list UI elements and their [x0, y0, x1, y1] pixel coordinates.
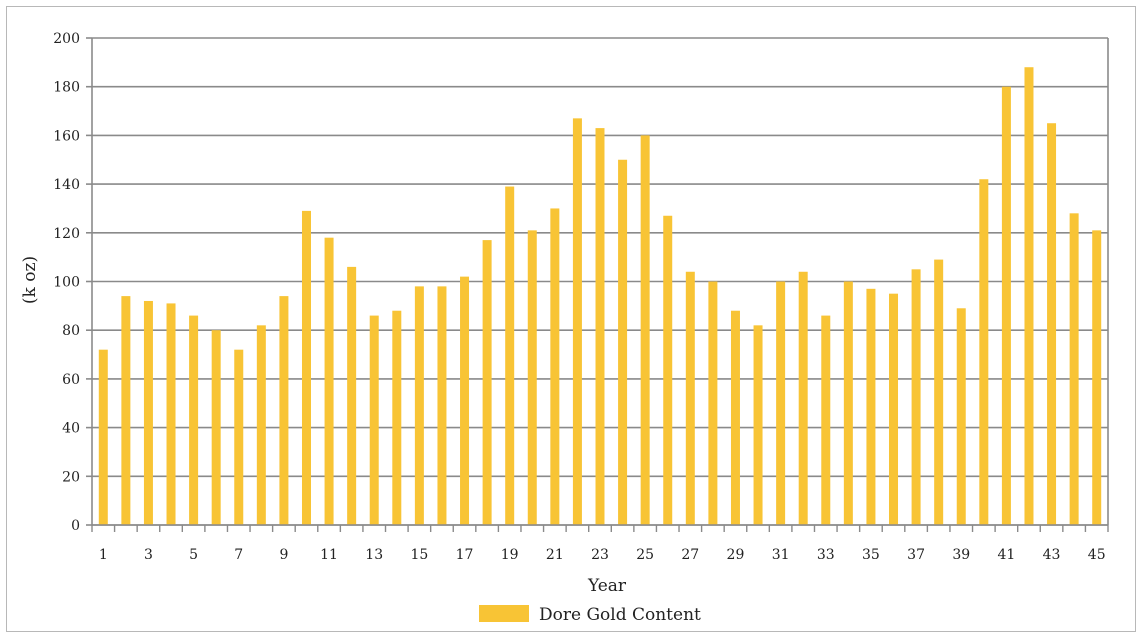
x-axis-ticks: 1 3 5 7 9 11 13 15 17 19 21 23 25 27 29 31 33 35 37 39 41 43 4… — [99, 547, 1106, 563]
x-tick-label: 13 — [365, 547, 383, 563]
x-tick-label: 11 — [320, 547, 338, 563]
x-tick-label: 7 — [234, 547, 243, 563]
bar — [776, 281, 786, 525]
bar — [460, 276, 470, 525]
bar — [324, 237, 334, 526]
x-tick-label: 27 — [681, 547, 699, 563]
bars — [98, 67, 1102, 526]
x-tick-label: 5 — [189, 547, 198, 563]
x-tick-label: 1 — [99, 547, 108, 563]
bar — [911, 269, 921, 525]
x-tick-label: 37 — [907, 547, 925, 563]
x-tick-label: 21 — [546, 547, 564, 563]
x-tick-label: 35 — [862, 547, 880, 563]
y-tick-label: 200 — [53, 31, 80, 47]
bar — [979, 179, 989, 526]
x-tick-label: 3 — [144, 547, 153, 563]
y-tick-label: 80 — [62, 323, 80, 339]
bar — [437, 286, 447, 525]
bar — [166, 303, 176, 525]
x-tick-label: 41 — [997, 547, 1015, 563]
bar — [414, 286, 424, 525]
x-tick-label: 9 — [279, 547, 288, 563]
bar — [889, 293, 899, 525]
bar — [572, 118, 582, 525]
bar — [753, 325, 763, 525]
bar — [143, 300, 153, 525]
bar — [505, 186, 515, 525]
bar — [392, 310, 402, 525]
bar — [685, 271, 695, 525]
x-tick-label: 45 — [1088, 547, 1106, 563]
x-axis-title: Year — [587, 576, 627, 596]
bar — [640, 135, 650, 525]
y-axis-title: (k oz) — [20, 256, 40, 304]
bar — [1069, 213, 1079, 525]
y-tick-label: 0 — [71, 518, 80, 534]
bar — [347, 266, 357, 525]
bar — [527, 230, 537, 526]
y-tick-label: 140 — [53, 177, 80, 193]
x-tick-label: 31 — [772, 547, 790, 563]
x-tick-label: 43 — [1043, 547, 1061, 563]
bar — [301, 210, 311, 525]
x-tick-label: 15 — [410, 547, 428, 563]
y-tick-label: 20 — [62, 469, 80, 485]
bar — [821, 315, 831, 525]
bar — [730, 310, 740, 525]
bar — [934, 259, 944, 525]
bar — [1047, 123, 1057, 525]
bar — [211, 330, 221, 525]
x-tick-label: 29 — [727, 547, 745, 563]
x-tick-label: 25 — [636, 547, 654, 563]
bar — [663, 215, 673, 525]
legend: Dore Gold Content — [479, 605, 701, 625]
bar — [189, 315, 199, 525]
bar — [1001, 86, 1011, 525]
y-tick-label: 120 — [53, 226, 80, 242]
bar — [595, 128, 605, 525]
y-tick-label: 40 — [62, 421, 80, 437]
y-tick-label: 100 — [53, 275, 80, 291]
y-tick-label: 60 — [62, 372, 80, 388]
legend-swatch — [479, 605, 529, 622]
y-tick-label: 180 — [53, 80, 80, 96]
x-tick-label: 19 — [501, 547, 519, 563]
legend-label: Dore Gold Content — [539, 605, 701, 625]
bar — [369, 315, 379, 525]
bar — [482, 240, 492, 526]
bar — [121, 296, 131, 525]
bar — [956, 308, 966, 525]
bar — [234, 349, 244, 525]
chart-frame: 0 20 40 60 80 100 120 140 160 180 200 1 3 5 7 9 11 13 15 1… — [6, 6, 1136, 632]
bar — [843, 281, 853, 525]
bar — [1092, 230, 1102, 526]
x-tick-label: 33 — [817, 547, 835, 563]
y-tick-label: 160 — [53, 128, 80, 144]
bar — [256, 325, 266, 525]
bar — [550, 208, 560, 525]
bar — [708, 281, 718, 525]
bar — [618, 159, 628, 525]
x-tick-label: 23 — [591, 547, 609, 563]
bar — [98, 349, 108, 525]
x-axis — [91, 524, 1109, 532]
y-axis-ticks: 0 20 40 60 80 100 120 140 160 180 200 — [53, 31, 92, 534]
bar — [279, 296, 289, 525]
bar — [798, 271, 808, 525]
bar — [1024, 67, 1034, 525]
x-tick-label: 17 — [456, 547, 474, 563]
bar — [866, 288, 876, 525]
x-tick-label: 39 — [952, 547, 970, 563]
